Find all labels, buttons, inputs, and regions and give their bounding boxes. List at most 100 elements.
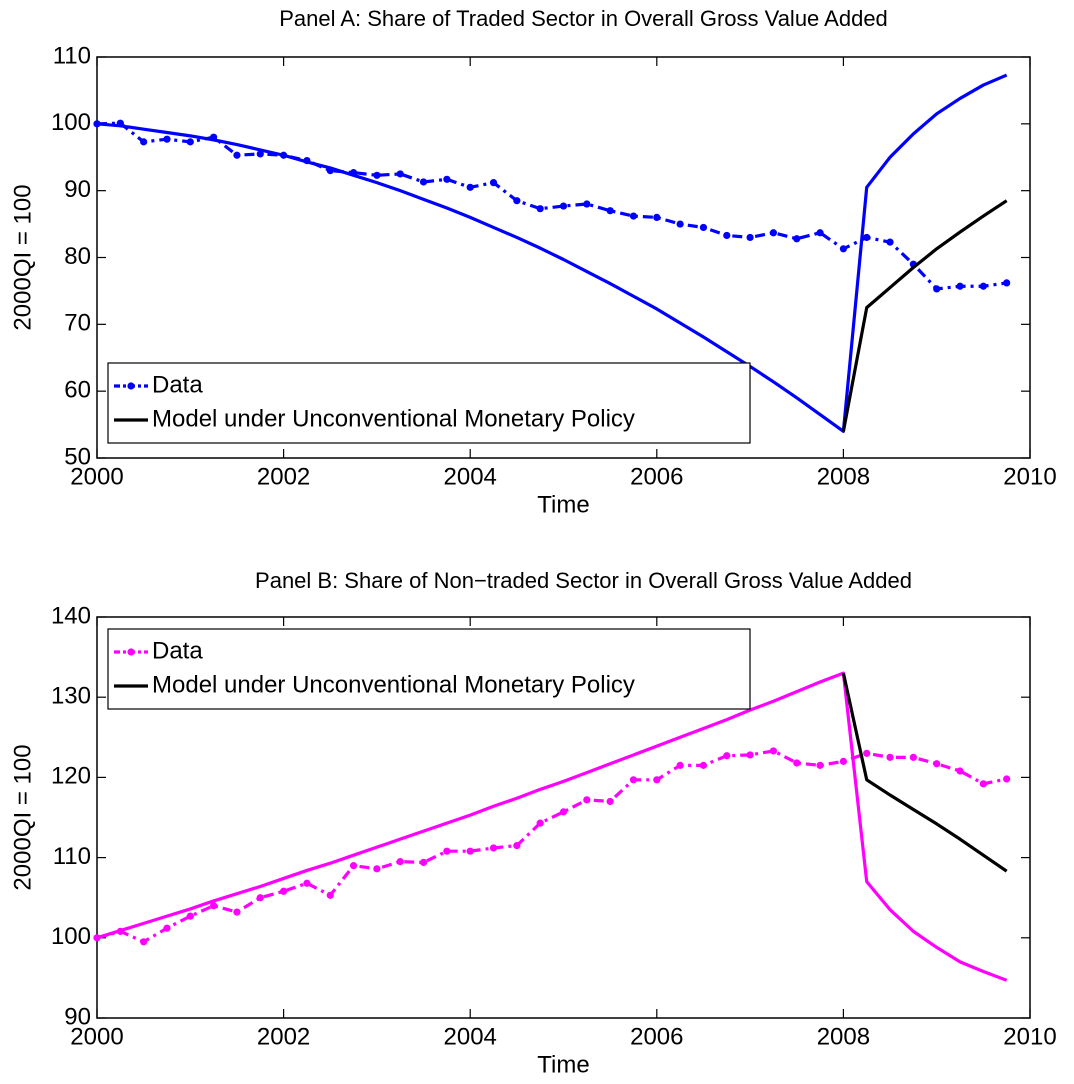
- legend: Data Model under Unconventional Monetary …: [107, 628, 751, 710]
- y-tick-label: 110: [53, 843, 91, 870]
- data-point: [863, 233, 871, 242]
- x-tick-label: 2004: [444, 1023, 497, 1050]
- data-point: [979, 282, 987, 290]
- x-tick-label: 2002: [257, 1023, 310, 1050]
- x-tick-label: 2004: [444, 463, 497, 490]
- data-point: [466, 183, 474, 191]
- data-point: [979, 780, 987, 788]
- data-point: [629, 776, 638, 784]
- data-point: [513, 841, 521, 850]
- y-tick-label: 70: [64, 310, 91, 337]
- data-point: [653, 213, 661, 221]
- series-line: [96, 73, 1008, 433]
- legend-box: [107, 362, 751, 444]
- y-axis-label: 2000QI = 100: [9, 184, 36, 330]
- data-point: [163, 924, 171, 932]
- data-point: [583, 796, 591, 804]
- x-tick-label: 2010: [1003, 463, 1056, 490]
- data-point: [396, 858, 404, 866]
- data-point: [863, 749, 871, 757]
- data-point: [256, 150, 264, 158]
- data-point: [559, 808, 568, 816]
- legend-marker: [127, 382, 135, 390]
- x-tick-label: 2006: [630, 1023, 683, 1050]
- legend-label: Model under Unconventional Monetary Poli…: [152, 405, 635, 432]
- data-point: [606, 797, 614, 806]
- data-point: [489, 844, 498, 852]
- y-tick-label: 90: [64, 176, 91, 203]
- y-tick-label: 90: [64, 1003, 91, 1030]
- x-tick-label: 2010: [1003, 1023, 1056, 1050]
- data-point: [933, 760, 941, 768]
- data-point: [699, 223, 708, 232]
- data-point: [723, 231, 731, 240]
- y-tick-label: 120: [51, 763, 91, 790]
- y-tick-label: 130: [51, 683, 91, 710]
- data-point: [256, 894, 264, 902]
- data-point: [373, 171, 381, 179]
- legend-box: [107, 628, 751, 710]
- y-axis-label: 2000QI = 100: [9, 744, 36, 890]
- data-point: [956, 767, 964, 775]
- data-point: [909, 753, 917, 761]
- data-point: [839, 245, 848, 253]
- legend-marker: [127, 648, 135, 656]
- data-point: [419, 858, 428, 867]
- data-point: [933, 285, 941, 293]
- x-tick-label: 2000: [70, 1023, 123, 1050]
- legend-label: Data: [152, 637, 203, 664]
- data-point: [746, 233, 754, 242]
- data-point: [816, 761, 824, 769]
- data-point: [839, 757, 848, 765]
- data-point: [653, 776, 661, 784]
- data-point: [396, 170, 404, 178]
- x-axis-label: Time: [537, 1051, 589, 1078]
- data-point: [419, 178, 428, 186]
- data-point: [793, 759, 801, 767]
- data-point: [956, 282, 964, 290]
- data-point: [1003, 279, 1011, 287]
- legend-label: Data: [152, 371, 203, 398]
- data-point: [559, 202, 568, 210]
- data-point: [769, 229, 778, 237]
- data-point: [816, 229, 824, 237]
- data-point: [606, 207, 614, 215]
- panel: Panel B: Share of Non−traded Sector in O…: [9, 568, 1056, 1079]
- chart-title: Panel A: Share of Traded Sector in Overa…: [279, 6, 888, 31]
- data-point: [489, 179, 498, 187]
- data-point: [186, 912, 194, 920]
- data-point: [443, 847, 451, 855]
- series-line: [841, 672, 1008, 873]
- x-tick-label: 2008: [817, 463, 870, 490]
- x-tick-label: 2002: [257, 463, 310, 490]
- series-line: [841, 199, 1008, 432]
- panel: Panel A: Share of Traded Sector in Overa…: [9, 6, 1056, 519]
- data-point: [210, 902, 218, 910]
- data-point: [163, 135, 171, 143]
- data-point: [769, 747, 778, 755]
- data-point: [280, 887, 288, 895]
- data-point: [746, 751, 754, 759]
- y-tick-label: 80: [64, 243, 91, 270]
- y-tick-label: 100: [51, 109, 91, 136]
- series-line: [96, 749, 1007, 944]
- data-point: [233, 151, 241, 159]
- data-point: [326, 891, 334, 899]
- data-point: [886, 753, 894, 761]
- legend-label: Model under Unconventional Monetary Poli…: [152, 671, 635, 698]
- data-point: [513, 197, 521, 205]
- series-line: [96, 121, 1007, 291]
- data-point: [373, 865, 381, 873]
- series-line: [96, 671, 1008, 982]
- y-tick-label: 50: [64, 443, 91, 470]
- y-tick-label: 110: [53, 42, 91, 69]
- y-tick-label: 100: [51, 923, 91, 950]
- x-tick-label: 2008: [817, 1023, 870, 1050]
- data-point: [723, 752, 731, 760]
- data-point: [186, 138, 194, 146]
- data-point: [629, 212, 638, 220]
- data-point: [140, 938, 148, 946]
- data-point: [536, 819, 544, 827]
- x-axis-label: Time: [537, 491, 589, 518]
